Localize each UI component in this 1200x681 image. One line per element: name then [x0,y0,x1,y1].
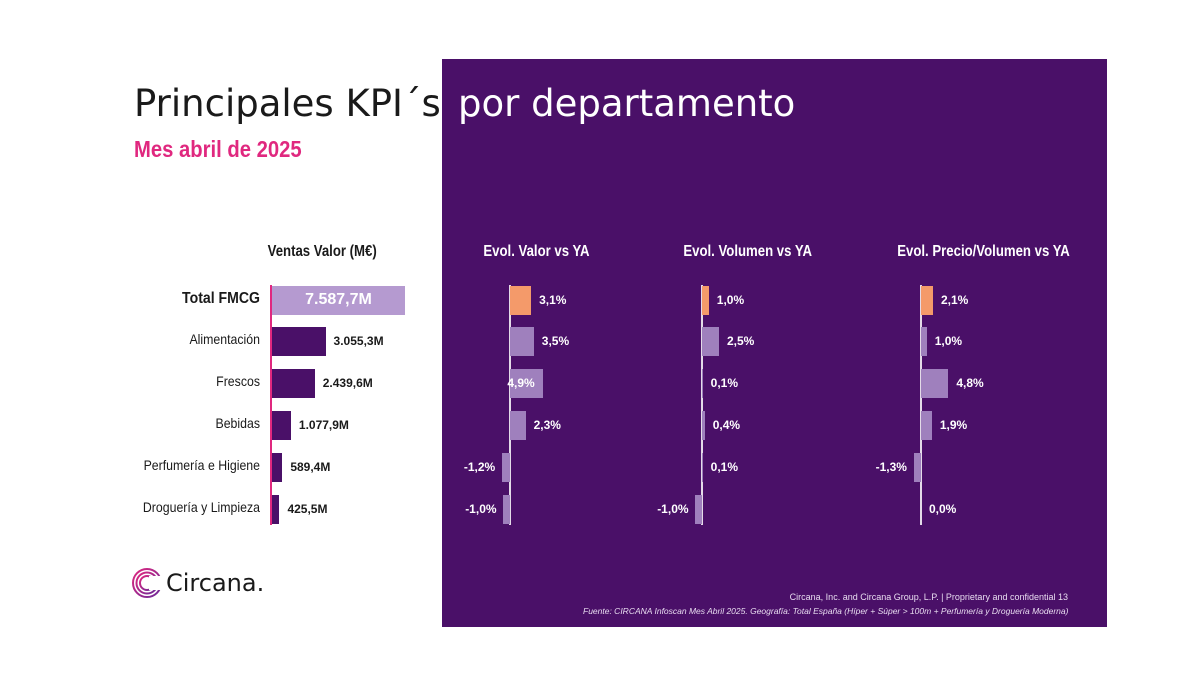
evol-precio-volumen-vs-ya-value-frescos: 4,8% [956,376,984,390]
evol-volumen-vs-ya-value-total-fmcg: 1,0% [716,293,745,307]
evol-valor-vs-ya-bar-bebidas [510,410,526,440]
evol-volumen-vs-ya-bar-perfumeria-e-higiene [702,452,703,482]
evol-volumen-vs-ya-bar-drogueria-y-limpieza [695,494,702,524]
page-subtitle: Mes abril de 2025 [134,136,302,162]
ventas-value-total-fmcg: 7.587,7M [305,291,372,308]
evol-precio-volumen-vs-ya-value-bebidas: 1,9% [939,418,968,432]
evol-precio-volumen-vs-ya-header: Evol. Precio/Volumen vs YA [897,243,1070,260]
ventas-value-alimentacion: 3.055,3M [333,334,384,348]
ventas-bar-perfumeria-e-higiene [272,452,283,482]
circana-logo: Circana. [130,566,264,600]
evol-precio-volumen-vs-ya-axis [920,285,922,525]
ventas-value-bebidas: 1.077,9M [298,418,349,432]
footer-source: Fuente: CIRCANA Infoscan Mes Abril 2025.… [583,606,1069,616]
evol-volumen-vs-ya-value-perfumeria-e-higiene: 0,1% [710,460,739,474]
category-label-bebidas: Bebidas [215,415,260,431]
evol-volumen-vs-ya-value-drogueria-y-limpieza: -1,0% [657,502,689,516]
page-title-continuation: por departamento [458,82,796,125]
evol-precio-volumen-vs-ya-bar-total-fmcg [921,285,933,315]
purple-panel [442,59,1107,627]
evol-volumen-vs-ya-value-bebidas: 0,4% [712,418,741,432]
evol-valor-vs-ya-value-bebidas: 2,3% [533,418,561,432]
evol-volumen-vs-ya-value-frescos: 0,1% [710,376,739,390]
evol-volumen-vs-ya-axis [701,285,703,525]
evol-precio-volumen-vs-ya-bar-frescos [921,368,949,398]
evol-volumen-vs-ya-value-alimentacion: 2,5% [727,334,755,348]
category-label-total-fmcg: Total FMCG [182,290,260,307]
ventas-valor-header: Ventas Valor (M€) [267,243,377,260]
evol-volumen-vs-ya-bar-total-fmcg [702,285,709,315]
evol-precio-volumen-vs-ya-value-alimentacion: 1,0% [934,334,963,348]
evol-valor-vs-ya-value-frescos: 4,9% [507,376,535,390]
evol-volumen-vs-ya-bar-bebidas [702,410,705,440]
ventas-valor-axis [270,285,272,525]
evol-volumen-vs-ya-bar-alimentacion [702,326,719,356]
evol-precio-volumen-vs-ya-bar-alimentacion [921,326,927,356]
evol-valor-vs-ya-bar-frescos [510,368,544,398]
evol-valor-vs-ya-header: Evol. Valor vs YA [483,243,590,260]
evol-precio-volumen-vs-ya-value-total-fmcg: 2,1% [940,293,969,307]
evol-valor-vs-ya-bar-alimentacion [510,326,534,356]
page-title: Principales KPI´s [134,82,441,125]
evol-valor-vs-ya-value-total-fmcg: 3,1% [539,293,567,307]
category-label-frescos: Frescos [216,373,260,389]
ventas-bar-total-fmcg [272,285,405,315]
evol-valor-vs-ya-bar-drogueria-y-limpieza [503,494,510,524]
evol-volumen-vs-ya-bar-frescos [702,368,703,398]
ventas-value-frescos: 2.439,6M [322,376,373,390]
category-label-drogueria-y-limpieza: Droguería y Limpieza [142,499,260,515]
evol-volumen-vs-ya-header: Evol. Volumen vs YA [683,243,812,260]
category-label-perfumeria-e-higiene: Perfumería e Higiene [143,457,260,473]
evol-valor-vs-ya-bar-perfumeria-e-higiene [501,452,510,482]
footer-confidential: Circana, Inc. and Circana Group, L.P. | … [789,592,1068,602]
circana-logo-text: Circana. [166,569,265,597]
ventas-bar-frescos [272,368,315,398]
evol-valor-vs-ya-value-alimentacion: 3,5% [541,334,570,348]
evol-valor-vs-ya-value-perfumeria-e-higiene: -1,2% [463,460,496,474]
evol-valor-vs-ya-value-drogueria-y-limpieza: -1,0% [465,502,497,516]
ventas-value-perfumeria-e-higiene: 589,4M [290,460,331,474]
ventas-value-drogueria-y-limpieza: 425,5M [287,502,328,516]
evol-precio-volumen-vs-ya-bar-perfumeria-e-higiene [913,452,921,482]
evol-valor-vs-ya-axis [509,285,511,525]
evol-precio-volumen-vs-ya-value-perfumeria-e-higiene: -1,3% [875,460,907,474]
ventas-bar-bebidas [272,410,291,440]
category-label-alimentacion: Alimentación [189,331,260,347]
evol-precio-volumen-vs-ya-bar-bebidas [921,410,932,440]
ventas-bar-alimentacion [272,326,326,356]
circana-logo-icon [132,568,163,598]
ventas-bar-drogueria-y-limpieza [272,494,280,524]
evol-precio-volumen-vs-ya-value-drogueria-y-limpieza: 0,0% [929,502,957,516]
evol-valor-vs-ya-bar-total-fmcg [510,285,532,315]
